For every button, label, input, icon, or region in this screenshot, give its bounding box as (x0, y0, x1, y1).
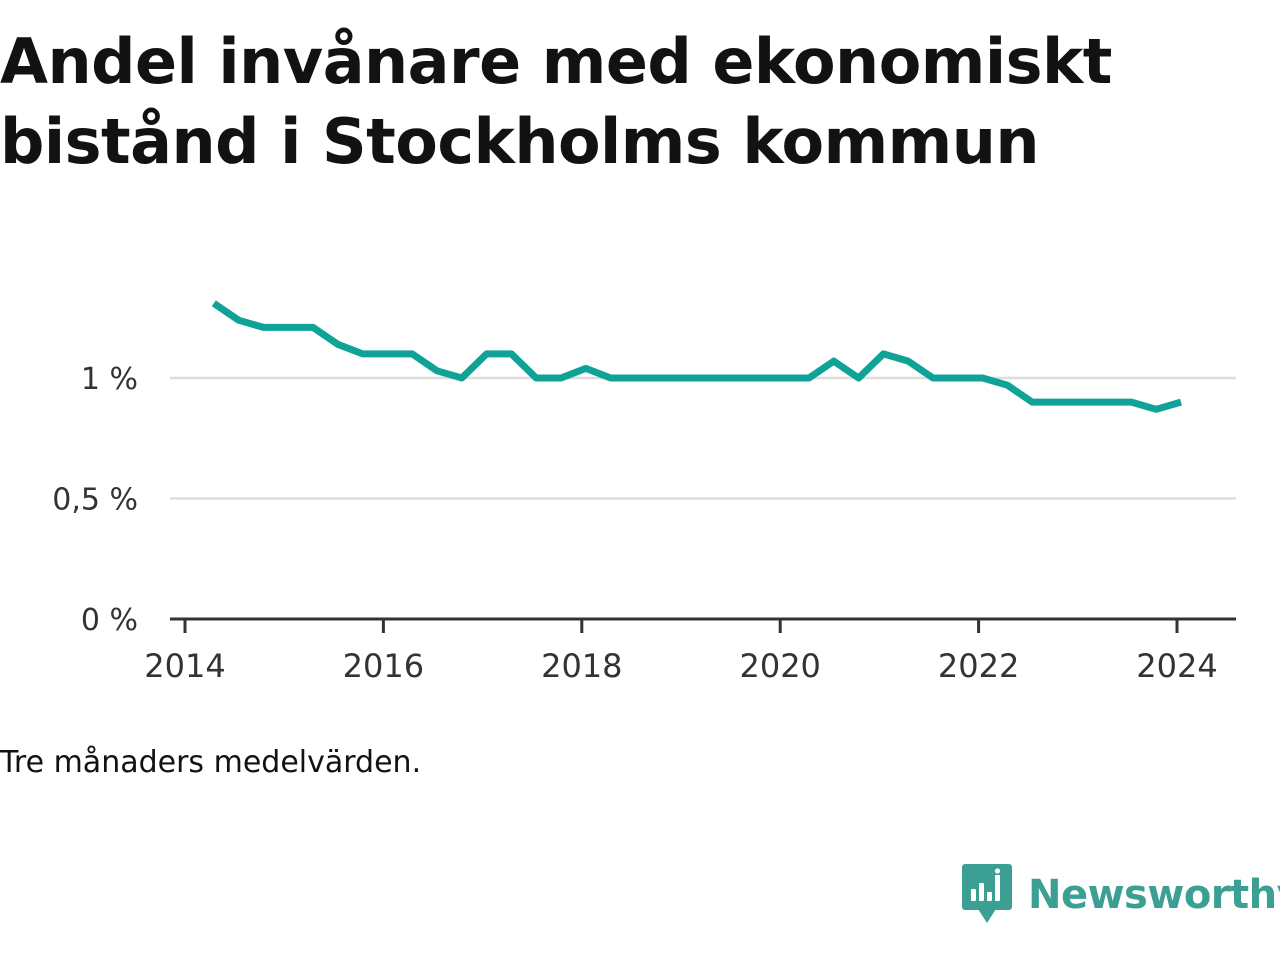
y-tick-label: 0,5 % (52, 483, 138, 518)
x-tick-label: 2020 (739, 647, 820, 685)
y-tick-label: 0 % (81, 603, 138, 638)
grid-lines (170, 376, 1236, 500)
x-tick-label: 2016 (343, 647, 424, 685)
series-line-0 (211, 300, 1182, 413)
line-chart: 0 % 0,5 % 1 % 2014 2016 2018 2020 2022 2024 (52, 300, 1236, 685)
x-tick-label: 2014 (144, 647, 225, 685)
y-axis-tick-labels: 0 % 0,5 % 1 % (52, 362, 138, 638)
x-axis-tick-labels: 2014 2016 2018 2020 2022 2024 (144, 647, 1217, 685)
series-lines (211, 300, 1182, 413)
x-tick-label: 2024 (1136, 647, 1217, 685)
chart-title: Andel invånare med ekonomiskt bistånd i … (0, 25, 1112, 178)
newsworthy-logo-icon (962, 864, 1012, 923)
brand-name: Newsworthy (1028, 872, 1280, 918)
x-tick-label: 2022 (938, 647, 1019, 685)
x-tick-label: 2018 (541, 647, 622, 685)
chart-note: Tre månaders medelvärden. (0, 745, 422, 780)
x-axis (170, 617, 1236, 633)
brand-logo[interactable]: Newsworthy (962, 862, 1280, 928)
y-tick-label: 1 % (81, 362, 138, 397)
